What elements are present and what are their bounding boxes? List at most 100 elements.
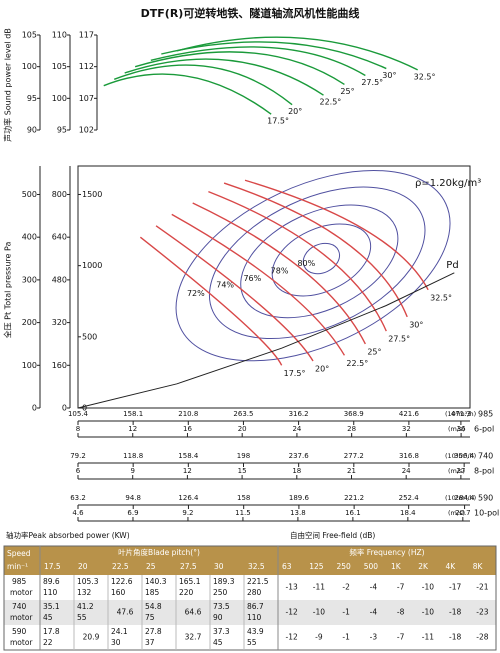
x-tick-label: 221.2 (344, 494, 364, 502)
power-cell: 185 (145, 588, 160, 597)
speed-label: 740 (478, 452, 493, 461)
y-tick-label: 100 (22, 62, 37, 71)
power-cell: 20.9 (83, 633, 100, 642)
noise-cell: -2 (342, 583, 350, 592)
system-curve (77, 272, 455, 409)
pitch-head: 22.5 (112, 562, 129, 571)
curve-label: 17.5° (267, 117, 289, 126)
x-tick-label: 27 (456, 467, 465, 475)
power-cell: 189.3 (213, 577, 235, 586)
x-tick-label: 158.4 (178, 452, 199, 460)
power-cell: 32.7 (185, 633, 202, 642)
x-tick-label: 28 (347, 425, 356, 433)
x-tick-label: 9 (130, 467, 134, 475)
y-tick-label: 105 (22, 31, 37, 40)
x-tick-label: 24 (292, 425, 301, 433)
y-tick-label: 300 (22, 275, 37, 284)
pitch-head: 20 (78, 562, 88, 571)
power-cell: 37.3 (213, 627, 230, 636)
x-tick-label: 24 (402, 467, 411, 475)
y-tick-label: 117 (79, 31, 94, 40)
chart-title: DTF(R)可逆转地铁、隧道轴流风机性能曲线 (141, 6, 360, 20)
noise-cell: -13 (286, 583, 298, 592)
table-row (4, 575, 496, 600)
curve-label: 27.5° (361, 78, 383, 87)
power-cell: 75 (145, 613, 155, 622)
y-tick-label: 480 (52, 275, 67, 284)
y-tick-label: 95 (27, 94, 37, 103)
power-cell: 27.8 (145, 627, 162, 636)
flow-unit: (10⁴m³/h) (445, 452, 476, 460)
x-tick-label: 237.6 (289, 452, 310, 460)
x-tick-label: 263.5 (233, 410, 253, 418)
x-tick-label: 21 (347, 467, 356, 475)
y-tick-label: 160 (52, 361, 67, 370)
system-label: Pd (446, 260, 458, 271)
y-tick-label: 102 (79, 126, 94, 135)
power-cell: 24.1 (111, 627, 128, 636)
noise-cell: -17 (449, 583, 461, 592)
table-head: Speed (7, 549, 31, 558)
noise-cell: -12 (286, 633, 298, 642)
power-cell: 45 (43, 613, 53, 622)
y-tick-label: 1500 (82, 190, 102, 199)
x-tick-label: 210.8 (178, 410, 198, 418)
freq-head: 500 (364, 562, 379, 571)
x-tick-label: 12 (183, 467, 192, 475)
x-tick-label: 79.2 (70, 452, 86, 460)
flow-unit: (10⁴m³/h) (445, 494, 476, 502)
pitch-head: 30 (214, 562, 224, 571)
y-tick-label: 0 (62, 404, 67, 413)
x-tick-label: 16.1 (345, 509, 361, 517)
x-tick-label: 316.2 (289, 410, 309, 418)
y-tick-label: 110 (52, 31, 67, 40)
x-tick-label: 105.4 (68, 410, 89, 418)
power-cell: 89.6 (43, 577, 60, 586)
vel-unit: (m/s) (448, 425, 465, 433)
y-tick-label: 100 (52, 94, 67, 103)
sound-curve (134, 51, 345, 85)
y-tick-label: 1000 (82, 261, 102, 270)
power-title: 轴功率Peak absorbed power (KW) (6, 530, 130, 540)
x-tick-label: 4.6 (72, 509, 84, 517)
sound-curve (124, 58, 324, 96)
y-tick-label: 95 (57, 126, 67, 135)
power-cell: 110 (43, 588, 58, 597)
power-cell: 47.6 (117, 608, 134, 617)
speed-cell: 590 (12, 627, 27, 636)
x-tick-label: 6 (76, 467, 81, 475)
y-tick-label: 200 (22, 318, 37, 327)
pressure-axis-title: 全压 Pt Total pressure Pa (3, 242, 13, 339)
sound-curve (103, 73, 272, 115)
x-tick-label: 356.4 (454, 452, 475, 460)
power-cell: 140.3 (145, 577, 167, 586)
power-cell: 43.9 (247, 627, 264, 636)
x-tick-label: 421.6 (399, 410, 420, 418)
power-cell: 132 (77, 588, 92, 597)
y-tick-label: 320 (52, 318, 67, 327)
curve-label: 20° (288, 107, 302, 116)
efficiency-label: 78% (271, 266, 289, 275)
efficiency-label: 80% (297, 259, 315, 268)
pole-label: 8-pol (474, 467, 494, 476)
curve-label: 25° (367, 347, 381, 356)
power-cell: 55 (77, 613, 87, 622)
speed-cell: 740 (12, 602, 27, 611)
vel-unit: (m/s) (448, 509, 465, 517)
efficiency-contour (302, 242, 341, 275)
x-tick-label: 6.9 (127, 509, 138, 517)
y-tick-label: 105 (52, 62, 67, 71)
table-head: min⁻¹ (7, 562, 28, 571)
efficiency-label: 76% (243, 274, 261, 283)
speed-cell: 985 (12, 577, 27, 586)
x-tick-label: 20.7 (455, 509, 471, 517)
noise-cell: -10 (422, 583, 434, 592)
x-tick-label: 18.4 (400, 509, 416, 517)
efficiency-label: 72% (187, 289, 205, 298)
speed-cell: motor (10, 638, 33, 647)
sound-axis-title: 声功率 Sound power level dB (3, 28, 13, 142)
sound-curve (161, 41, 387, 70)
power-cell: 86.7 (247, 602, 264, 611)
power-cell: 280 (247, 588, 262, 597)
x-tick-label: 198 (237, 452, 250, 460)
